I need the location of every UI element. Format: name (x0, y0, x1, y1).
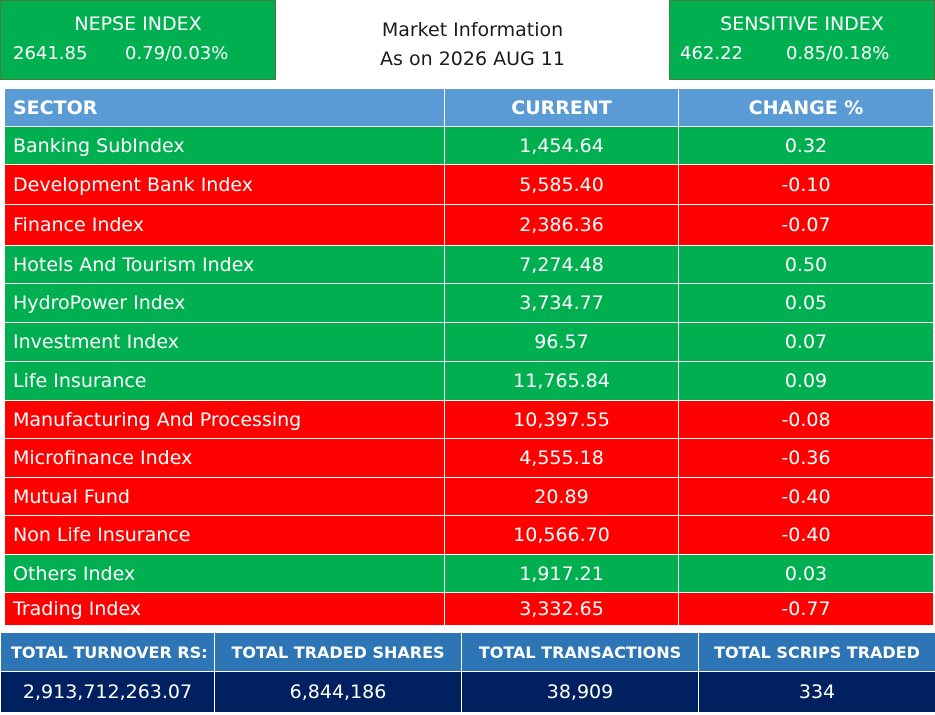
sector-cell: HydroPower Index (4, 283, 445, 323)
market-information-title: Market Information (381, 19, 564, 41)
sensitive-index-title: SENSITIVE INDEX (720, 13, 884, 35)
nepse-index-change: 0.79/0.03% (125, 43, 229, 64)
current-cell: 7,274.48 (444, 245, 679, 284)
current-cell: 11,765.84 (444, 361, 679, 401)
sector-cell: Development Bank Index (4, 164, 445, 205)
sector-cell: Trading Index (4, 592, 445, 626)
sector-column-header: SECTOR (4, 88, 445, 127)
table-row: Investment Index 96.57 0.07 (4, 322, 934, 362)
market-summary-table: TOTAL TURNOVER RS: TOTAL TRADED SHARES T… (0, 632, 935, 713)
sector-cell: Microfinance Index (4, 438, 445, 478)
sector-cell: Non Life Insurance (4, 515, 445, 555)
change-cell: 0.03 (678, 554, 934, 593)
nepse-index-panel: NEPSE INDEX 2641.85 0.79/0.03% (0, 0, 276, 80)
current-cell: 10,566.70 (444, 515, 679, 555)
current-cell: 96.57 (444, 322, 679, 362)
table-row: Hotels And Tourism Index 7,274.48 0.50 (4, 245, 934, 284)
change-cell: -0.40 (678, 477, 934, 516)
sector-table: SECTOR CURRENT CHANGE % Banking SubIndex… (4, 88, 934, 626)
current-column-header: CURRENT (444, 88, 679, 127)
table-row: Mutual Fund 20.89 -0.40 (4, 477, 934, 516)
table-row: Manufacturing And Processing 10,397.55 -0.… (4, 400, 934, 439)
table-row: Trading Index 3,332.65 -0.77 (4, 592, 934, 626)
sensitive-index-change: 0.85/0.18% (786, 43, 890, 64)
sector-cell: Life Insurance (4, 361, 445, 401)
current-cell: 10,397.55 (444, 400, 679, 439)
current-cell: 4,555.18 (444, 438, 679, 478)
sector-cell: Manufacturing And Processing (4, 400, 445, 439)
change-cell: -0.77 (678, 592, 934, 626)
table-row: HydroPower Index 3,734.77 0.05 (4, 283, 934, 323)
table-row: Microfinance Index 4,555.18 -0.36 (4, 438, 934, 478)
sector-cell: Investment Index (4, 322, 445, 362)
total-transactions-label: TOTAL TRANSACTIONS (461, 632, 699, 672)
nepse-index-value: 2641.85 (13, 43, 88, 64)
sensitive-index-panel: SENSITIVE INDEX 462.22 0.85/0.18% (669, 0, 935, 80)
change-cell: -0.40 (678, 515, 934, 555)
change-cell: -0.10 (678, 164, 934, 205)
current-cell: 2,386.36 (444, 204, 679, 246)
current-cell: 20.89 (444, 477, 679, 516)
table-row: Banking SubIndex 1,454.64 0.32 (4, 126, 934, 165)
sector-cell: Mutual Fund (4, 477, 445, 516)
change-cell: 0.05 (678, 283, 934, 323)
total-traded-shares-label: TOTAL TRADED SHARES (214, 632, 462, 672)
total-turnover-label: TOTAL TURNOVER RS: (0, 632, 215, 672)
current-cell: 3,332.65 (444, 592, 679, 626)
market-information-header: Market Information As on 2026 AUG 11 (276, 0, 669, 80)
current-cell: 1,454.64 (444, 126, 679, 165)
table-row: Others Index 1,917.21 0.03 (4, 554, 934, 593)
sector-cell: Hotels And Tourism Index (4, 245, 445, 284)
summary-header-row: TOTAL TURNOVER RS: TOTAL TRADED SHARES T… (0, 632, 935, 672)
sector-cell: Banking SubIndex (4, 126, 445, 165)
current-cell: 5,585.40 (444, 164, 679, 205)
market-date: As on 2026 AUG 11 (380, 48, 565, 70)
total-scrips-traded-value: 334 (698, 671, 935, 713)
table-row: Development Bank Index 5,585.40 -0.10 (4, 164, 934, 205)
nepse-index-title: NEPSE INDEX (74, 13, 202, 35)
sector-table-header: SECTOR CURRENT CHANGE % (4, 88, 934, 127)
sensitive-index-value: 462.22 (680, 43, 743, 64)
current-cell: 1,917.21 (444, 554, 679, 593)
table-row: Non Life Insurance 10,566.70 -0.40 (4, 515, 934, 555)
change-cell: 0.32 (678, 126, 934, 165)
total-transactions-value: 38,909 (461, 671, 699, 713)
change-cell: 0.07 (678, 322, 934, 362)
change-column-header: CHANGE % (678, 88, 934, 127)
change-cell: 0.50 (678, 245, 934, 284)
total-turnover-value: 2,913,712,263.07 (0, 671, 215, 713)
change-cell: 0.09 (678, 361, 934, 401)
current-cell: 3,734.77 (444, 283, 679, 323)
change-cell: -0.36 (678, 438, 934, 478)
summary-value-row: 2,913,712,263.07 6,844,186 38,909 334 (0, 671, 935, 713)
change-cell: -0.08 (678, 400, 934, 439)
sector-cell: Others Index (4, 554, 445, 593)
total-scrips-traded-label: TOTAL SCRIPS TRADED (698, 632, 935, 672)
sector-cell: Finance Index (4, 204, 445, 246)
total-traded-shares-value: 6,844,186 (214, 671, 462, 713)
table-row: Finance Index 2,386.36 -0.07 (4, 204, 934, 246)
table-row: Life Insurance 11,765.84 0.09 (4, 361, 934, 401)
change-cell: -0.07 (678, 204, 934, 246)
